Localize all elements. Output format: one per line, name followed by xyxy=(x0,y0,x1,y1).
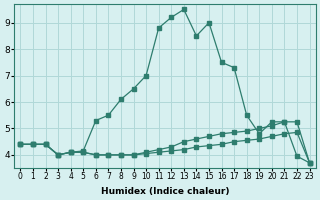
X-axis label: Humidex (Indice chaleur): Humidex (Indice chaleur) xyxy=(101,187,229,196)
